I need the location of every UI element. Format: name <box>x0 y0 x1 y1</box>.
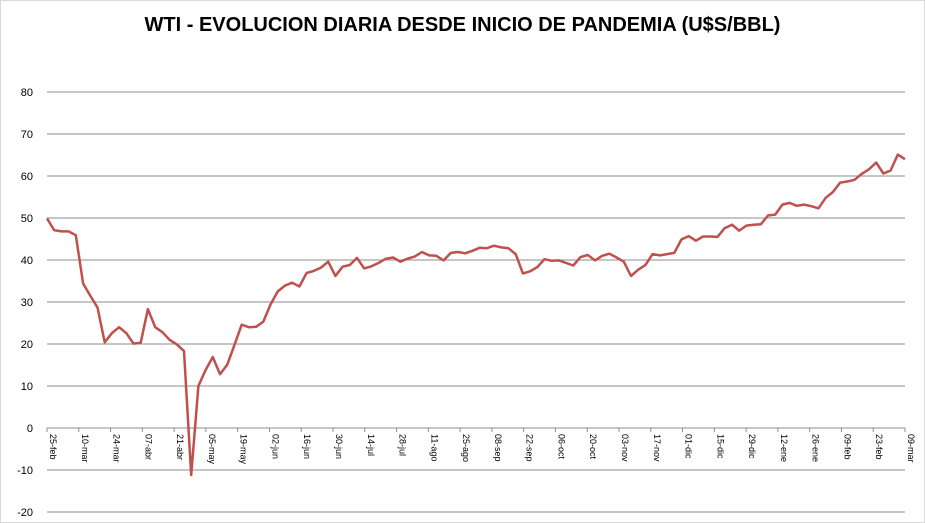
x-tick-label: 25-feb <box>48 434 58 460</box>
x-tick-label: 11-ago <box>429 434 439 461</box>
x-tick-label: 20-oct <box>588 434 598 460</box>
y-tick-label: 40 <box>21 255 33 267</box>
gridlines <box>46 91 906 513</box>
x-tick-label: 02-jun <box>270 434 280 459</box>
y-tick-label: 50 <box>21 213 33 225</box>
x-tick-label: 08-sep <box>493 434 503 462</box>
x-tick-label: 09-feb <box>842 434 852 460</box>
x-tick-label: 14-jul <box>366 434 376 456</box>
y-tick-label: 80 <box>21 87 33 99</box>
y-tick-label: 30 <box>21 297 33 309</box>
x-tick-label: 15-dic <box>715 434 725 459</box>
x-tick-label: 05-may <box>207 434 217 465</box>
x-tick-label: 09-mar <box>906 434 916 463</box>
y-tick-label: 60 <box>21 171 33 183</box>
x-tick-label: 07-abr <box>143 434 153 460</box>
x-tick-label: 24-mar <box>112 434 122 463</box>
series-line <box>45 153 906 477</box>
y-axis-tick-labels: -20 -10 0 10 20 30 40 50 60 70 80 <box>17 87 33 519</box>
y-tick-label: 70 <box>21 129 33 141</box>
x-tick-label: 03-nov <box>620 434 630 462</box>
x-tick-label: 17-nov <box>652 434 662 462</box>
x-tick-label: 30-jun <box>334 434 344 459</box>
x-tick-label: 10-mar <box>80 434 90 463</box>
x-tick-label: 26-ene <box>811 434 821 462</box>
x-tick-label: 06-oct <box>556 434 566 460</box>
x-tick-label: 21-abr <box>175 434 185 460</box>
x-tick-label: 29-dic <box>747 434 757 459</box>
x-tick-label: 22-sep <box>525 434 535 462</box>
x-tick-label: 01-dic <box>684 434 694 459</box>
chart-title: WTI - EVOLUCION DIARIA DESDE INICIO DE P… <box>144 14 781 36</box>
y-tick-label: -10 <box>17 465 33 477</box>
y-tick-label: 20 <box>21 339 33 351</box>
y-tick-label: -20 <box>17 507 33 519</box>
x-tick-label: 19-may <box>239 434 249 465</box>
y-tick-label: 10 <box>21 381 33 393</box>
x-tick-label: 16-jun <box>302 434 312 459</box>
series-wti <box>45 153 906 477</box>
y-tick-label: 0 <box>27 423 33 435</box>
x-tick-label: 28-jul <box>398 434 408 456</box>
x-tick-label: 23-feb <box>874 434 884 460</box>
x-axis-tick-labels: 25-feb 10-mar 24-mar 07-abr 21-abr 05-may 19-m… <box>48 434 916 465</box>
x-tick-label: 25-ago <box>461 434 471 462</box>
x-tick-label: 12-ene <box>779 434 789 462</box>
